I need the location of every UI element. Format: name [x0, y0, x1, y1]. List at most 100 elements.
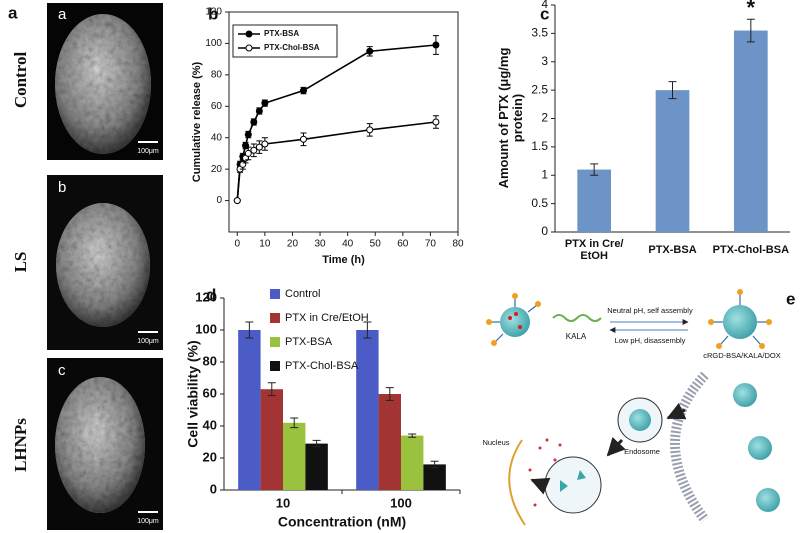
endosome-label: Endosome — [624, 447, 660, 456]
sem-image: b 100μm LS — [11, 175, 163, 350]
image-caption: LHNPs — [11, 418, 30, 472]
marker — [255, 107, 263, 115]
y-axis-title: Cell viability (%) — [185, 340, 201, 447]
marker — [244, 131, 252, 139]
endosome — [544, 456, 602, 514]
kala-peptide — [552, 314, 602, 322]
y-tick-label: 2 — [541, 111, 548, 125]
nucleus-label: Nucleus — [482, 438, 509, 447]
x-tick-label: 60 — [397, 239, 409, 250]
legend-label: PTX in Cre/EtOH — [285, 312, 369, 324]
error-bar — [668, 81, 677, 100]
x-axis-title: Concentration (nM) — [278, 514, 406, 530]
panel-label: d — [206, 285, 216, 304]
bar — [378, 394, 401, 490]
y-axis-title: Cumulative release (%) — [191, 61, 203, 182]
bar — [733, 30, 768, 232]
image-label: c — [58, 362, 66, 379]
x-tick-label: 0 — [234, 239, 240, 250]
y-tick-label: 100 — [195, 321, 217, 336]
bar — [356, 330, 379, 490]
legend-swatch — [270, 313, 280, 323]
panel-label: e — [786, 289, 795, 308]
x-tick-label: 50 — [370, 239, 382, 250]
scale-bar: 100μm — [137, 518, 159, 525]
marker — [242, 142, 250, 150]
marker — [239, 160, 247, 168]
y-tick-label: 100 — [205, 38, 222, 49]
cell-membrane — [670, 371, 710, 523]
legend-label: PTX-BSA — [264, 29, 299, 38]
marker — [366, 126, 374, 134]
x-tick-label: 20 — [287, 239, 299, 250]
y-tick-label: 120 — [205, 7, 222, 18]
panel-a: a a 100μm Control b 100μm LS c 100μm LHN… — [8, 3, 163, 530]
legend-label: PTX-BSA — [285, 336, 333, 348]
marker — [299, 135, 307, 143]
nanoparticle — [733, 383, 780, 512]
nanoparticle — [708, 289, 772, 349]
image-label: a — [58, 6, 67, 23]
y-tick-label: 1 — [541, 167, 548, 181]
bar — [283, 422, 306, 490]
image-caption: LS — [11, 252, 30, 273]
error-bar — [267, 382, 276, 397]
arrow-label: Neutral pH, self assembly — [607, 306, 693, 315]
plot-frame — [228, 11, 459, 233]
marker — [244, 149, 252, 157]
y-tick-label: 0 — [216, 195, 222, 206]
legend-label: Control — [285, 288, 320, 300]
error-bar — [312, 439, 321, 448]
x-tick-label: 40 — [342, 239, 354, 250]
panel-label: c — [540, 4, 549, 23]
error-bar — [290, 417, 299, 429]
y-tick-label: 40 — [203, 417, 217, 432]
y-tick-label: 60 — [211, 101, 223, 112]
legend-swatch — [270, 337, 280, 347]
y-tick-label: 0 — [541, 224, 548, 238]
error-bar — [408, 433, 417, 438]
bar — [401, 435, 424, 490]
nucleus — [508, 439, 526, 526]
significance-mark: * — [747, 0, 756, 20]
y-tick-label: 120 — [195, 289, 217, 304]
x-tick-label: PTX in Cre/EtOH — [565, 238, 624, 262]
y-axis-title: Amount of PTX (μg/mgprotein) — [496, 48, 525, 189]
legend-marker — [245, 44, 253, 52]
bar — [305, 443, 328, 490]
kala-label: KALA — [566, 332, 587, 341]
bar — [577, 169, 612, 232]
x-tick-label: PTX-BSA — [648, 244, 696, 256]
y-tick-label: 80 — [203, 353, 217, 368]
y-tick-label: 80 — [211, 69, 223, 80]
legend-marker — [245, 30, 253, 38]
marker — [366, 47, 374, 55]
x-tick-label: 80 — [452, 239, 464, 250]
legend-label: PTX-Chol-BSA — [264, 43, 320, 52]
bar — [260, 389, 283, 490]
x-axis-title: Time (h) — [322, 254, 365, 266]
y-tick-label: 2.5 — [531, 82, 548, 96]
legend-box — [232, 24, 338, 58]
y-tick-label: 0 — [210, 481, 217, 496]
x-tick-label: 100 — [390, 495, 412, 510]
panel-e: e KALA Neutral pH, self assembly Low pH,… — [482, 289, 795, 526]
error-bar — [245, 321, 254, 339]
scale-bar: 100μm — [137, 148, 159, 155]
marker — [250, 146, 258, 154]
error-bar — [590, 163, 599, 176]
y-tick-label: 3 — [541, 54, 548, 68]
x-tick-label: 10 — [276, 495, 290, 510]
legend-swatch — [270, 361, 280, 371]
panel-label: b — [208, 4, 218, 23]
bar — [655, 90, 690, 232]
marker — [255, 143, 263, 151]
error-bar — [385, 387, 394, 401]
marker — [299, 87, 307, 95]
sem-image: c 100μm LHNPs — [11, 358, 163, 530]
sem-image: a 100μm Control — [11, 3, 163, 160]
error-bar — [363, 321, 372, 339]
line-series — [236, 121, 437, 201]
